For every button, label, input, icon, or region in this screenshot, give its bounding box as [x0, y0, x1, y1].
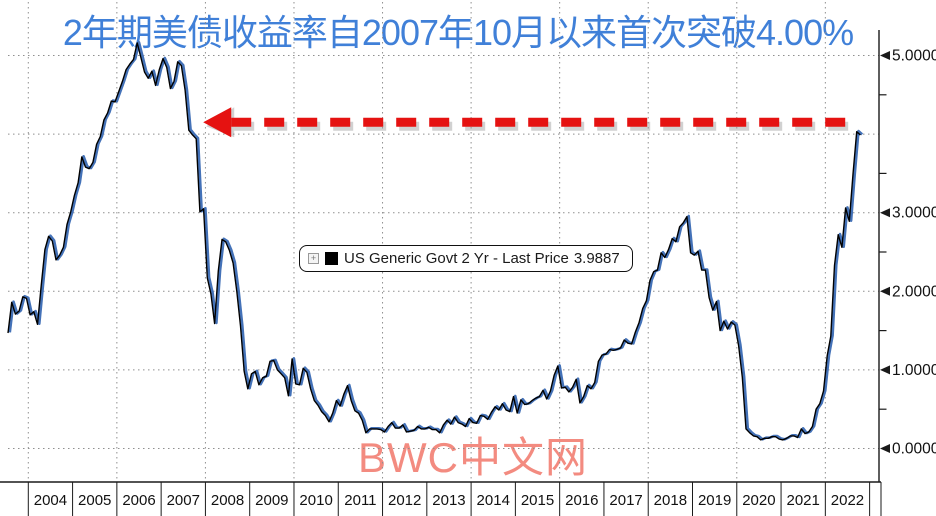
series-line-glow — [8, 41, 864, 441]
x-axis-year-label: 2015 — [521, 492, 554, 509]
x-axis-year-label: 2022 — [831, 492, 864, 509]
x-axis-year-label: 2009 — [255, 492, 288, 509]
y-tick-pointer-icon — [880, 365, 890, 375]
x-axis-year-label: 2004 — [34, 492, 67, 509]
legend-box[interactable]: + US Generic Govt 2 Yr - Last Price 3.98… — [299, 245, 633, 272]
legend-last-price: 3.9887 — [573, 250, 620, 267]
gridlines-group — [8, 2, 879, 482]
watermark-bwc: BWC中文网 — [358, 434, 588, 481]
x-axis-year-label: 2014 — [477, 492, 510, 509]
x-axis-year-label: 2018 — [654, 492, 687, 509]
legend-series-name: US Generic Govt 2 Yr - Last Price — [344, 250, 569, 267]
legend-expand-icon[interactable]: + — [308, 253, 319, 264]
y-axis-price-label: 1.0000 — [892, 362, 936, 379]
x-axis-year-label: 2007 — [167, 492, 200, 509]
y-axis-price-label: 3.0000 — [892, 205, 936, 222]
axes-group — [0, 30, 887, 516]
x-axis-year-label: 2021 — [787, 492, 820, 509]
arrow-annotation — [203, 107, 856, 138]
chart-title: 2年期美债收益率自2007年10月以来首次突破4.00% — [62, 12, 854, 53]
y-tick-pointer-icon — [880, 286, 890, 296]
y-tick-pointer-icon — [880, 51, 890, 60]
axis-labels-group: 2004 2005 2006 2007 2008 2009 2010 2011 2012 2013… — [34, 48, 936, 510]
series-group — [7, 41, 864, 441]
legend-series-swatch — [325, 252, 338, 265]
x-axis-year-label: 2011 — [344, 492, 376, 509]
legend-label: US Generic Govt 2 Yr - Last Price 3.9887 — [344, 250, 620, 267]
x-axis-year-label: 2006 — [122, 492, 155, 509]
y-axis-price-label: 5.0000 — [892, 48, 936, 65]
y-tick-pointer-icon — [880, 208, 890, 218]
x-axis-year-label: 2012 — [388, 492, 421, 509]
arrow-head-icon — [203, 107, 232, 138]
x-axis-year-label: 2010 — [299, 492, 332, 509]
x-axis-year-label: 2013 — [432, 492, 465, 509]
x-axis-year-label: 2008 — [211, 492, 244, 509]
series-line — [7, 42, 861, 441]
x-axis-year-label: 2017 — [609, 492, 642, 509]
x-axis-year-label: 2019 — [698, 492, 731, 509]
y-tick-pointer-icon — [880, 444, 890, 453]
y-axis-price-label: 2.0000 — [892, 283, 936, 300]
x-axis-year-label: 2020 — [742, 492, 775, 509]
x-axis-year-label: 2016 — [565, 492, 598, 509]
x-axis-year-label: 2005 — [78, 492, 111, 509]
y-axis-price-label: 0.0000 — [892, 441, 936, 458]
